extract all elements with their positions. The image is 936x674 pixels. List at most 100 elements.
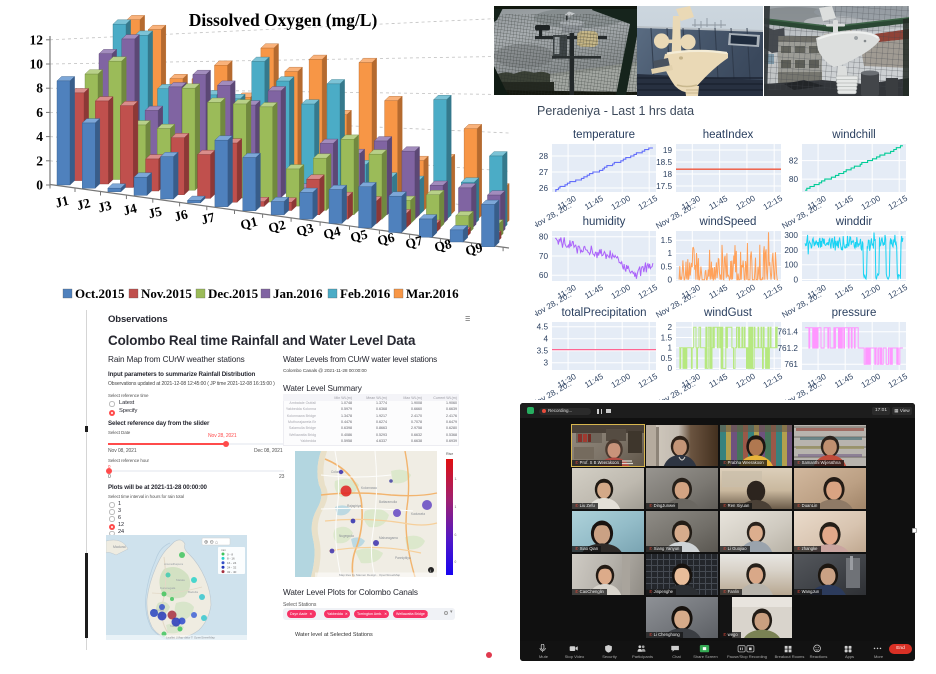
svg-text:0.5: 0.5 xyxy=(455,533,458,537)
svg-text:Kurunegala: Kurunegala xyxy=(160,586,176,590)
svg-text:Nov 28, 20..: Nov 28, 20.. xyxy=(780,379,823,400)
svg-text:Rise: Rise xyxy=(446,452,453,456)
svg-text:J2: J2 xyxy=(75,195,92,213)
svg-text:windSpeed: windSpeed xyxy=(699,216,757,228)
svg-text:12:00: 12:00 xyxy=(610,283,633,301)
svg-text:2: 2 xyxy=(667,323,672,332)
svg-text:100: 100 xyxy=(784,261,798,270)
svg-text:11:45: 11:45 xyxy=(833,372,855,390)
svg-text:J1: J1 xyxy=(54,193,71,211)
svg-text:i: i xyxy=(430,568,432,573)
svg-text:Q4: Q4 xyxy=(322,223,343,242)
svg-text:11:45: 11:45 xyxy=(707,372,729,390)
svg-text:12: 12 xyxy=(30,32,44,47)
svg-text:32 - 40: 32 - 40 xyxy=(227,570,237,574)
svg-text:Madurai: Madurai xyxy=(113,545,126,549)
svg-text:Colombo: Colombo xyxy=(152,608,164,612)
svg-text:82: 82 xyxy=(789,156,799,165)
svg-text:mm: mm xyxy=(221,548,226,552)
svg-text:windGust: windGust xyxy=(703,307,753,319)
svg-text:heatIndex: heatIndex xyxy=(703,129,754,141)
svg-text:Leaflet | Map data © OpenStree: Leaflet | Map data © OpenStreetMap xyxy=(166,636,215,640)
svg-text:12:15: 12:15 xyxy=(637,283,660,301)
svg-text:11:45: 11:45 xyxy=(583,372,605,390)
svg-text:1: 1 xyxy=(667,344,672,353)
svg-text:2: 2 xyxy=(36,153,43,168)
svg-text:18.5: 18.5 xyxy=(656,158,672,167)
svg-text:Feb.2016: Feb.2016 xyxy=(340,286,391,301)
svg-text:1.5: 1.5 xyxy=(661,236,673,245)
svg-text:Q1: Q1 xyxy=(239,214,260,233)
svg-text:Map tiles by Stamen Design · O: Map tiles by Stamen Design · OpenStreetM… xyxy=(339,573,401,577)
svg-text:8 - 16: 8 - 16 xyxy=(227,557,235,561)
svg-text:24 - 32: 24 - 32 xyxy=(227,566,237,570)
svg-text:Nov 28, 20..: Nov 28, 20.. xyxy=(535,379,573,400)
svg-text:Q6: Q6 xyxy=(376,230,397,249)
svg-text:Q7: Q7 xyxy=(404,233,425,252)
svg-text:0: 0 xyxy=(667,276,672,285)
svg-text:4.5: 4.5 xyxy=(537,323,549,332)
svg-text:totalPrecipitation: totalPrecipitation xyxy=(561,307,646,319)
svg-text:16 - 24: 16 - 24 xyxy=(227,561,237,565)
svg-text:J6: J6 xyxy=(173,206,190,224)
svg-text:Rajagiriya: Rajagiriya xyxy=(347,504,361,508)
svg-text:Badulla: Badulla xyxy=(188,590,198,594)
svg-text:pressure: pressure xyxy=(832,307,877,319)
svg-text:Matale: Matale xyxy=(176,578,185,582)
svg-text:⊕ ⊖ ⌂: ⊕ ⊖ ⌂ xyxy=(204,540,218,546)
svg-text:Jan.2016: Jan.2016 xyxy=(273,286,323,301)
svg-text:12:00: 12:00 xyxy=(735,194,758,212)
svg-text:Q9: Q9 xyxy=(464,240,485,259)
svg-text:80: 80 xyxy=(539,233,549,242)
svg-text:12:15: 12:15 xyxy=(637,194,660,212)
svg-text:12:15: 12:15 xyxy=(887,283,910,301)
svg-text:6: 6 xyxy=(36,105,43,120)
svg-text:12:00: 12:00 xyxy=(860,372,883,390)
svg-text:1.5: 1.5 xyxy=(661,333,673,342)
svg-text:19: 19 xyxy=(663,146,673,155)
svg-text:12:00: 12:00 xyxy=(860,283,883,301)
svg-text:0 - 8: 0 - 8 xyxy=(227,552,233,556)
svg-text:J3: J3 xyxy=(96,198,113,216)
svg-text:Kolonnawa: Kolonnawa xyxy=(361,486,377,490)
svg-text:Nov 28, 20..: Nov 28, 20.. xyxy=(654,379,697,400)
svg-text:Nov 28, 20..: Nov 28, 20.. xyxy=(654,201,697,231)
svg-text:0: 0 xyxy=(667,364,672,373)
svg-text:J5: J5 xyxy=(147,203,164,221)
svg-text:70: 70 xyxy=(539,252,549,261)
svg-text:12:00: 12:00 xyxy=(735,372,758,390)
svg-text:8: 8 xyxy=(36,81,43,96)
svg-text:Dec.2015: Dec.2015 xyxy=(208,286,259,301)
svg-text:Anuradhapura: Anuradhapura xyxy=(164,562,183,566)
svg-text:4: 4 xyxy=(543,335,548,344)
svg-text:J4: J4 xyxy=(122,200,139,218)
svg-text:winddir: winddir xyxy=(835,216,873,228)
svg-text:Battaramulla: Battaramulla xyxy=(379,500,397,504)
svg-text:Mar.2016: Mar.2016 xyxy=(406,286,459,301)
svg-text:Q5: Q5 xyxy=(349,226,370,245)
svg-text:761: 761 xyxy=(784,360,798,369)
svg-text:761.4: 761.4 xyxy=(778,328,799,337)
svg-text:11:45: 11:45 xyxy=(583,194,605,212)
svg-text:200: 200 xyxy=(784,246,798,255)
svg-text:12:00: 12:00 xyxy=(735,283,758,301)
svg-text:11:45: 11:45 xyxy=(833,283,855,301)
svg-text:Nov 28, 20..: Nov 28, 20.. xyxy=(780,290,823,320)
svg-text:12:15: 12:15 xyxy=(887,372,910,390)
svg-text:Dissolved Oxygen (mg/L): Dissolved Oxygen (mg/L) xyxy=(189,10,378,30)
svg-text:Q3: Q3 xyxy=(295,220,316,239)
svg-text:Maharagama: Maharagama xyxy=(379,536,398,540)
svg-text:Colombo: Colombo xyxy=(331,470,344,474)
svg-text:temperature: temperature xyxy=(573,129,635,141)
svg-text:18: 18 xyxy=(663,170,673,179)
svg-text:12:00: 12:00 xyxy=(860,194,883,212)
svg-text:11:45: 11:45 xyxy=(707,283,729,301)
svg-text:Nov 28, 20..: Nov 28, 20.. xyxy=(654,290,697,320)
svg-text:J7: J7 xyxy=(200,209,217,227)
svg-text:Nugegoda: Nugegoda xyxy=(339,534,354,538)
svg-text:Q2: Q2 xyxy=(267,217,288,236)
svg-text:Nov 28, 20..: Nov 28, 20.. xyxy=(535,201,573,231)
svg-text:761.2: 761.2 xyxy=(778,344,799,353)
svg-text:12:15: 12:15 xyxy=(887,194,910,212)
svg-text:Oct.2015: Oct.2015 xyxy=(75,286,125,301)
